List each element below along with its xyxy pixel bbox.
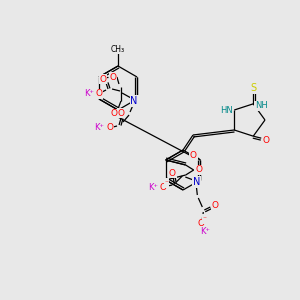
Text: O: O [169, 169, 176, 178]
Text: ⁻: ⁻ [202, 214, 206, 224]
Text: O: O [160, 182, 167, 191]
Text: NH: NH [255, 101, 268, 110]
Text: O: O [212, 200, 219, 209]
Text: O: O [195, 166, 202, 175]
Text: O: O [100, 74, 106, 83]
Text: O: O [110, 73, 116, 82]
Text: N: N [193, 177, 200, 187]
Text: O: O [263, 136, 270, 145]
Text: O: O [198, 220, 205, 229]
Text: CH₃: CH₃ [111, 44, 125, 53]
Text: HN: HN [220, 106, 233, 115]
Text: ⁻: ⁻ [164, 178, 168, 188]
Text: K⁺: K⁺ [148, 182, 158, 191]
Text: O: O [96, 89, 103, 98]
Text: O: O [118, 109, 124, 118]
Text: S: S [250, 83, 256, 93]
Text: O: O [110, 110, 117, 118]
Text: O: O [190, 151, 197, 160]
Text: K⁺: K⁺ [84, 89, 94, 98]
Text: N: N [130, 96, 138, 106]
Text: K⁺: K⁺ [200, 227, 210, 236]
Text: O: O [106, 124, 114, 133]
Text: K⁺: K⁺ [94, 124, 104, 133]
